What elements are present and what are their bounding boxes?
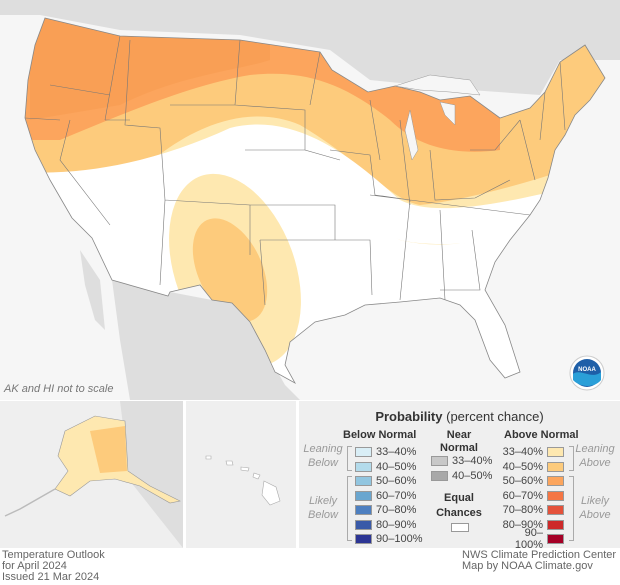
below-legend-item: 80–90%	[355, 519, 416, 531]
below-normal-header: Below Normal	[343, 429, 417, 441]
below-legend-item: 50–60%	[355, 475, 416, 487]
issue-date: Issued 21 Mar 2024	[2, 571, 100, 583]
likely-above-label-1: Likely	[580, 495, 610, 507]
above-legend-item: 60–70%	[497, 490, 564, 502]
above-range-label: 33–40%	[502, 446, 543, 458]
below-range-label: 80–90%	[376, 518, 417, 531]
likely-below-label-2: Below	[308, 509, 338, 521]
below-legend-item: 33–40%	[355, 446, 416, 458]
near-normal-header-2: Normal	[440, 442, 478, 454]
above-legend-item: 70–80%	[497, 504, 564, 516]
below-swatch	[355, 461, 372, 472]
below-range-label: 50–60%	[376, 475, 417, 487]
leaning-above-label-1: Leaning	[575, 443, 615, 455]
below-swatch	[355, 519, 372, 530]
alaska-inset	[0, 401, 183, 548]
leaning-below-label-2: Below	[308, 457, 338, 469]
above-legend-item: 80–90%	[497, 519, 564, 531]
equal-chances-label-1: Equal	[444, 492, 474, 504]
below-swatch	[355, 505, 372, 515]
leaning-above-label-2: Above	[579, 457, 611, 469]
below-range-label: 90–100%	[376, 533, 423, 545]
above-range-label: 50–60%	[502, 475, 543, 487]
svg-text:NOAA: NOAA	[578, 367, 596, 373]
likely-below-bracket	[347, 476, 352, 541]
scale-note: AK and HI not to scale	[4, 383, 114, 395]
below-swatch	[355, 534, 372, 544]
canada-landmass	[0, 0, 620, 95]
lake-michigan	[404, 109, 419, 161]
above-swatch	[547, 519, 564, 530]
near-legend-item: 40–50%	[431, 470, 492, 482]
leaning-above-bracket	[569, 446, 574, 471]
above-swatch	[547, 534, 564, 544]
above-range-label: 40–50%	[502, 460, 543, 473]
above-swatch	[547, 490, 564, 501]
above-range-label: 90–100%	[514, 527, 543, 551]
near-range-label: 33–40%	[452, 455, 493, 467]
alaska-map	[4, 401, 183, 548]
mexico-landmass	[112, 280, 300, 400]
above-swatch	[547, 476, 564, 486]
above-range-label: 80–90%	[502, 518, 543, 531]
below-swatch	[355, 476, 372, 486]
above-range-label: 60–70%	[502, 489, 543, 502]
contiguous-us-map: NOAA	[0, 0, 620, 400]
below-range-label: 40–50%	[376, 460, 417, 473]
leaning-below-bracket	[347, 446, 352, 471]
below-legend-item: 70–80%	[355, 504, 416, 516]
state-borders	[25, 35, 566, 306]
legend-subtitle: (percent chance)	[446, 409, 544, 424]
above-swatch	[547, 447, 564, 457]
above-swatch	[547, 505, 564, 515]
equal-chances-label-2: Chances	[436, 507, 482, 519]
likely-below-label-1: Likely	[308, 495, 338, 507]
probability-legend: Probability (percent chance) Below Norma…	[299, 401, 620, 551]
below-range-label: 33–40%	[376, 446, 417, 458]
map-period: for April 2024	[2, 560, 67, 572]
above-swatch	[547, 461, 564, 472]
leaning-below-label-1: Leaning	[303, 443, 343, 455]
credit-climate-gov: Map by NOAA Climate.gov	[462, 560, 593, 572]
below-swatch	[355, 447, 372, 457]
below-legend-item: 40–50%	[355, 461, 416, 473]
above-legend-item: 90–100%	[497, 527, 564, 551]
equal-chances-swatch	[451, 523, 469, 532]
above-legend-item: 33–40%	[497, 446, 564, 458]
above-range-label: 70–80%	[502, 504, 543, 516]
below-range-label: 70–80%	[376, 504, 417, 516]
likely-above-bracket	[569, 476, 574, 541]
hawaii-inset	[186, 401, 296, 548]
above-normal-header: Above Normal	[504, 429, 579, 441]
likely-above-label-2: Above	[579, 509, 611, 521]
lake-huron	[439, 101, 456, 126]
credit-cpc: NWS Climate Prediction Center	[462, 549, 617, 561]
baja-landmass	[80, 250, 105, 330]
legend-title: Probability	[375, 409, 443, 424]
above-legend-item: 40–50%	[497, 461, 564, 473]
near-swatch	[431, 470, 448, 481]
below-range-label: 60–70%	[376, 489, 417, 502]
southwest-leaning-above-40-50-region	[192, 218, 268, 322]
near-legend-item: 33–40%	[431, 455, 492, 467]
map-title: Temperature Outlook	[2, 549, 105, 561]
near-range-label: 40–50%	[452, 469, 493, 482]
hawaii-map	[205, 455, 281, 506]
lake-superior	[394, 74, 481, 96]
above-legend-item: 50–60%	[497, 475, 564, 487]
below-legend-item: 60–70%	[355, 490, 416, 502]
near-swatch	[431, 456, 448, 466]
near-normal-header-1: Near	[446, 429, 472, 441]
below-swatch	[355, 490, 372, 501]
noaa-logo: NOAA	[569, 355, 605, 391]
below-legend-item: 90–100%	[355, 533, 423, 545]
